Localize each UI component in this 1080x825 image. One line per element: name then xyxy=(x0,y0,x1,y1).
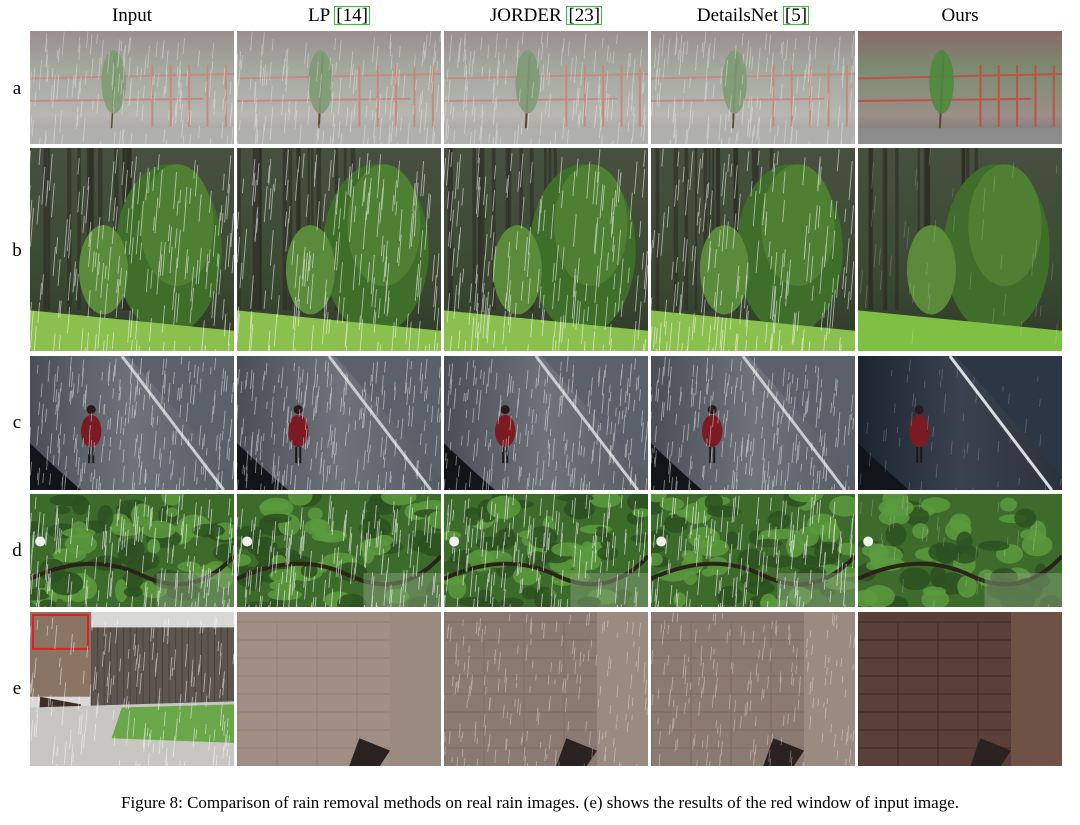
result-image-e-detailsnet xyxy=(651,612,855,766)
column-header-detailsnet: DetailsNet [5] xyxy=(651,4,855,28)
result-image-d-input xyxy=(30,494,234,607)
column-label: LP xyxy=(308,5,335,26)
result-image-a-lp xyxy=(237,31,441,144)
result-image-e-lp xyxy=(237,612,441,766)
result-image-e-jorder xyxy=(444,612,648,766)
citation-link[interactable]: [5] xyxy=(782,5,810,26)
row-label-b: b xyxy=(12,240,22,261)
result-image-b-lp xyxy=(237,148,441,351)
result-image-c-jorder xyxy=(444,356,648,490)
result-image-d-lp xyxy=(237,494,441,607)
result-image-a-input xyxy=(30,31,234,144)
result-image-b-jorder xyxy=(444,148,648,351)
column-header-jorder: JORDER [23] xyxy=(444,4,648,28)
column-header-ours: Ours xyxy=(858,4,1062,28)
row-label-d: d xyxy=(12,540,22,561)
result-image-c-ours xyxy=(858,356,1062,490)
citation-link[interactable]: [14] xyxy=(334,5,370,26)
result-image-b-ours xyxy=(858,148,1062,351)
result-image-c-lp xyxy=(237,356,441,490)
figure-caption: Figure 8: Comparison of rain removal met… xyxy=(120,793,959,812)
result-image-a-detailsnet xyxy=(651,31,855,144)
column-header-input: Input xyxy=(30,4,234,28)
row-label-e: e xyxy=(12,678,22,699)
column-label: Input xyxy=(111,5,153,26)
result-image-c-input xyxy=(30,356,234,490)
row-label-c: c xyxy=(12,412,22,433)
result-image-b-input xyxy=(30,148,234,351)
result-image-a-jorder xyxy=(444,31,648,144)
result-image-e-input xyxy=(30,612,234,766)
citation-link[interactable]: [23] xyxy=(566,5,603,26)
result-image-d-ours xyxy=(858,494,1062,607)
result-image-b-detailsnet xyxy=(651,148,855,351)
result-image-a-ours xyxy=(858,31,1062,144)
row-label-a: a xyxy=(12,78,22,99)
result-image-c-detailsnet xyxy=(651,356,855,490)
result-image-d-jorder xyxy=(444,494,648,607)
column-header-lp: LP [14] xyxy=(237,4,441,28)
column-label: DetailsNet xyxy=(696,5,783,26)
result-image-e-ours xyxy=(858,612,1062,766)
column-label: Ours xyxy=(941,5,979,26)
result-image-d-detailsnet xyxy=(651,494,855,607)
column-label: JORDER xyxy=(489,5,567,26)
